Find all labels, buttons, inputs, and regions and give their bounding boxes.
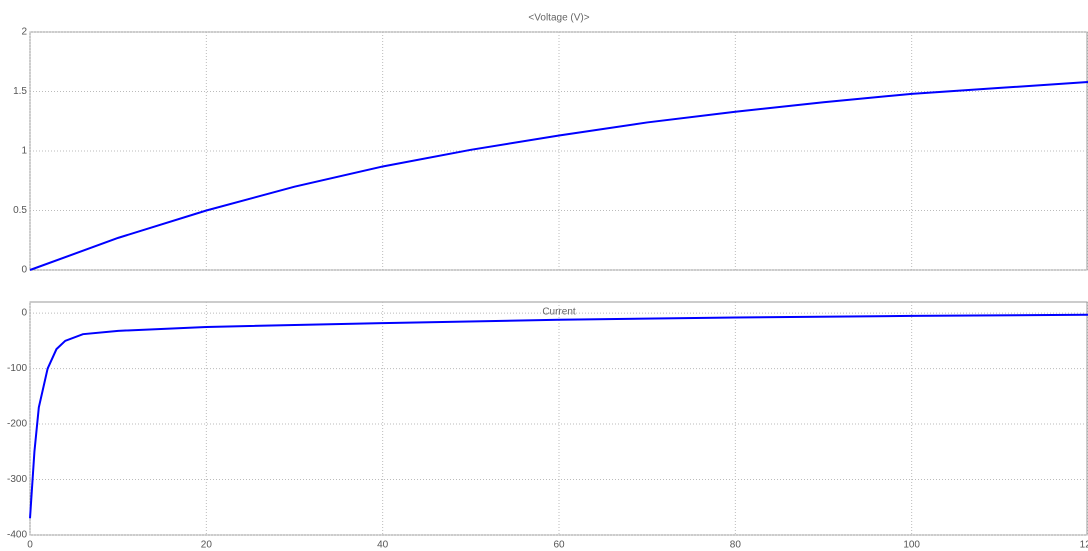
y-tick-label: 0 bbox=[21, 265, 27, 276]
chart-title: <Voltage (V)> bbox=[528, 13, 589, 24]
y-tick-label: 0 bbox=[21, 308, 27, 319]
x-tick-label: 120 bbox=[1080, 540, 1088, 551]
y-tick-label: -300 bbox=[7, 474, 27, 485]
y-tick-label: 1.5 bbox=[13, 86, 27, 97]
y-tick-label: 1 bbox=[21, 146, 27, 157]
y-tick-label: -400 bbox=[7, 530, 27, 541]
y-tick-label: 2 bbox=[21, 27, 27, 38]
x-tick-label: 20 bbox=[201, 540, 213, 551]
x-tick-label: 40 bbox=[377, 540, 389, 551]
chart-title: Current bbox=[542, 307, 576, 318]
signal-line bbox=[29, 313, 1088, 519]
plot-area bbox=[29, 301, 1088, 536]
x-tick-label: 0 bbox=[27, 540, 33, 551]
y-tick-label: -100 bbox=[7, 363, 27, 374]
x-tick-label: 60 bbox=[553, 540, 565, 551]
signal-line bbox=[29, 80, 1088, 271]
x-tick-label: 100 bbox=[903, 540, 920, 551]
y-tick-label: 0.5 bbox=[13, 205, 27, 216]
x-tick-label: 80 bbox=[730, 540, 742, 551]
y-tick-label: -200 bbox=[7, 419, 27, 430]
